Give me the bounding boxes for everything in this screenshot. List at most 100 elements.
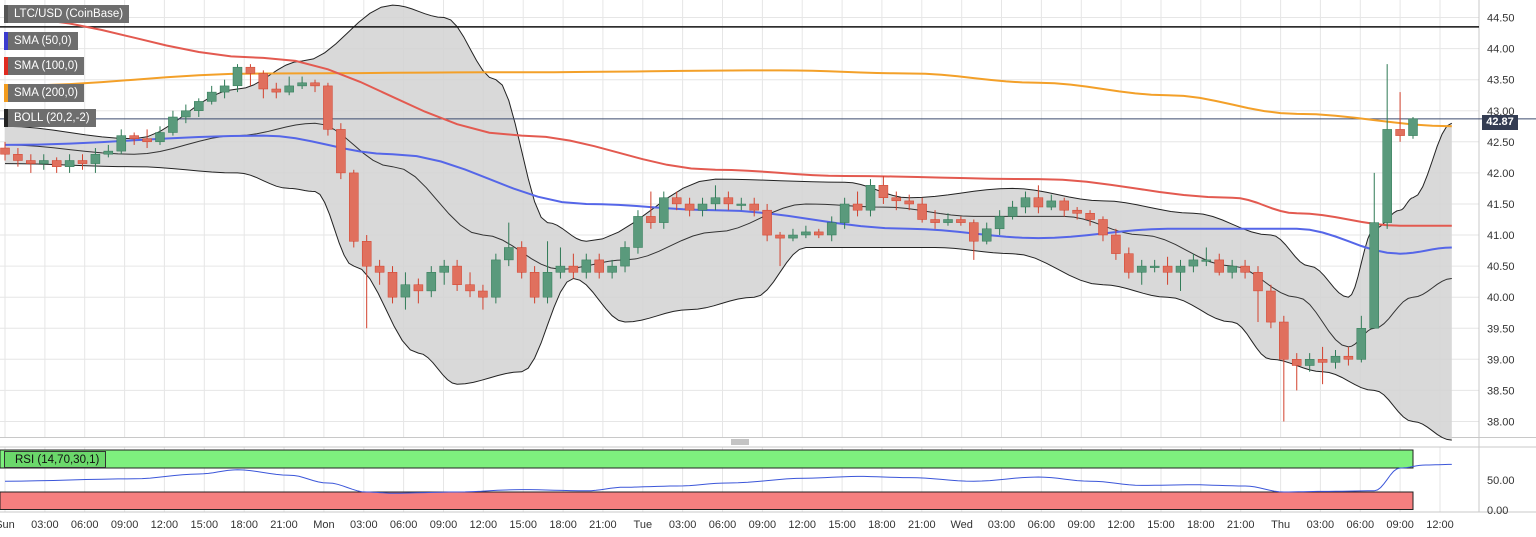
candle-body xyxy=(710,197,721,205)
candle-body xyxy=(413,284,424,292)
candle xyxy=(878,176,889,204)
candle xyxy=(710,185,721,211)
candle-body xyxy=(478,290,488,298)
time-tick-label: 12:00 xyxy=(1426,519,1454,531)
candle-body xyxy=(852,203,863,211)
candle xyxy=(103,144,114,158)
sma100-line xyxy=(4,16,1452,227)
rsi-tick-label: 50.00 xyxy=(1487,475,1515,487)
candle-body xyxy=(633,216,643,248)
candle-body xyxy=(981,228,992,242)
candle xyxy=(232,64,243,93)
candle-body xyxy=(801,231,811,236)
candle xyxy=(206,85,217,105)
indicator-sma50[interactable]: SMA (50,0) xyxy=(4,32,78,50)
candle-body xyxy=(452,265,462,285)
time-tick-label: 06:00 xyxy=(1028,519,1056,531)
candle-body xyxy=(361,241,372,267)
time-tick-label: 09:00 xyxy=(430,519,458,531)
time-tick-label: 18:00 xyxy=(868,519,896,531)
candle xyxy=(181,104,191,124)
candle-body xyxy=(1382,129,1392,223)
rsi-panel xyxy=(0,449,1452,510)
candle-body xyxy=(1240,265,1250,273)
candle xyxy=(155,126,165,145)
candle-body xyxy=(1085,213,1095,220)
candle-body xyxy=(400,284,411,298)
rsi-overbought-zone xyxy=(0,449,1414,469)
sma100-swatch xyxy=(4,57,8,75)
candle xyxy=(13,148,23,167)
candle xyxy=(516,241,527,279)
indicator-boll[interactable]: BOLL (20,2,-2) xyxy=(4,109,96,127)
candle xyxy=(1020,191,1031,214)
candle-body xyxy=(1111,234,1121,254)
price-tick-label: 43.50 xyxy=(1487,75,1515,87)
candle-body xyxy=(1175,265,1186,273)
candle xyxy=(491,253,501,304)
candle-body xyxy=(26,160,36,164)
candle xyxy=(39,154,49,170)
rsi-line xyxy=(4,463,1452,494)
price-tick-label: 38.00 xyxy=(1487,417,1515,429)
candle-body xyxy=(516,247,527,273)
candle xyxy=(194,98,204,117)
candle-body xyxy=(607,265,617,273)
price-tick-label: 44.00 xyxy=(1487,44,1515,56)
indicator-label: SMA (50,0) xyxy=(14,35,72,47)
time-tick-label: Wed xyxy=(950,519,972,531)
candle xyxy=(310,79,320,93)
candle-body xyxy=(426,272,437,292)
candle-body xyxy=(1253,272,1263,292)
indicator-sma200[interactable]: SMA (200,0) xyxy=(4,84,84,102)
candle xyxy=(801,225,811,239)
time-tick-label: 18:00 xyxy=(549,519,577,531)
candle xyxy=(374,259,385,285)
candle xyxy=(736,197,747,211)
candle-body xyxy=(116,135,127,152)
time-axis: Sun 03:00 06:00 09:00 12:00 15:00 18:00 21:00 Mo… xyxy=(0,519,1454,531)
candle xyxy=(1007,200,1018,220)
indicator-rsi[interactable]: RSI (14,70,30,1) xyxy=(4,451,107,468)
candle-body xyxy=(1033,197,1044,208)
time-tick-label: 09:00 xyxy=(1068,519,1096,531)
candle-body xyxy=(1020,197,1031,208)
bollinger-lower xyxy=(4,163,1452,441)
time-tick-label: 15:00 xyxy=(828,519,856,531)
candle-body xyxy=(749,203,759,211)
candle xyxy=(1304,353,1315,372)
candle-body xyxy=(529,272,540,298)
candle xyxy=(284,76,294,96)
candle xyxy=(1291,353,1302,391)
candle-body xyxy=(581,259,592,273)
sma200-line xyxy=(4,69,1452,128)
candle xyxy=(904,194,914,211)
pair-label[interactable]: LTC/USD (CoinBase) xyxy=(4,5,130,23)
candle-body xyxy=(1291,359,1302,366)
candle xyxy=(930,210,940,229)
time-tick-label: 12:00 xyxy=(151,519,179,531)
sma200-swatch xyxy=(4,84,8,102)
candle-body xyxy=(865,185,876,211)
candle-body xyxy=(930,219,940,223)
candle xyxy=(1046,194,1057,211)
indicator-label: BOLL (20,2,-2) xyxy=(14,112,90,124)
time-tick-label: 21:00 xyxy=(1227,519,1255,531)
candle xyxy=(1395,92,1405,142)
candle-body xyxy=(1124,253,1134,273)
candle-body xyxy=(1304,359,1315,366)
candle xyxy=(478,284,488,310)
time-tick-label: 15:00 xyxy=(191,519,219,531)
indicator-label: SMA (200,0) xyxy=(14,87,78,99)
candle-body xyxy=(994,216,1005,230)
pair-swatch xyxy=(4,5,8,23)
time-tick-label: 18:00 xyxy=(230,519,258,531)
candle-body xyxy=(387,272,398,298)
price-tick-label: 41.50 xyxy=(1487,199,1515,211)
candle-body xyxy=(1279,321,1289,360)
candle-body xyxy=(1317,359,1328,363)
candle-body xyxy=(284,85,294,93)
sma50-line xyxy=(4,134,1452,255)
indicator-sma100[interactable]: SMA (100,0) xyxy=(4,57,84,75)
